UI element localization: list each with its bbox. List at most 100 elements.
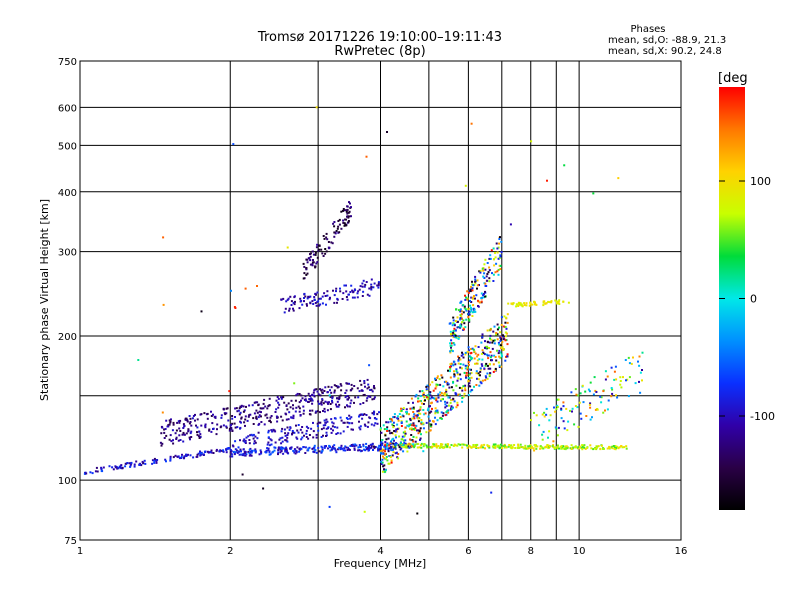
data-point xyxy=(301,303,304,306)
data-point xyxy=(351,445,354,447)
data-point xyxy=(343,421,346,424)
data-point xyxy=(557,301,560,304)
data-point xyxy=(413,417,416,420)
data-point xyxy=(588,390,591,393)
data-point xyxy=(585,415,588,417)
data-point xyxy=(305,273,308,276)
data-point xyxy=(386,426,389,429)
data-point xyxy=(286,451,289,454)
data-point xyxy=(325,431,328,434)
data-point xyxy=(499,254,502,257)
data-point xyxy=(384,443,387,446)
data-point xyxy=(117,467,120,470)
data-point xyxy=(367,421,370,424)
data-point xyxy=(316,422,319,425)
data-point xyxy=(262,487,265,490)
data-point xyxy=(327,427,329,430)
data-point xyxy=(358,420,360,423)
data-point xyxy=(300,447,303,450)
data-point xyxy=(298,401,301,404)
data-point xyxy=(182,423,185,426)
data-point xyxy=(283,311,286,314)
data-point xyxy=(300,438,303,441)
data-point xyxy=(495,333,498,336)
data-point xyxy=(479,271,482,274)
data-point xyxy=(461,400,464,403)
data-point xyxy=(472,284,475,287)
data-point xyxy=(251,404,254,407)
data-point xyxy=(365,399,368,402)
data-point xyxy=(491,272,493,275)
data-point xyxy=(312,261,315,264)
data-point xyxy=(481,379,484,382)
data-point xyxy=(429,425,432,428)
data-point xyxy=(418,390,421,393)
data-point xyxy=(424,412,427,415)
data-point xyxy=(185,453,188,456)
data-point xyxy=(419,406,422,409)
data-point xyxy=(467,313,470,315)
data-point xyxy=(553,406,555,409)
data-point xyxy=(468,382,471,385)
data-point xyxy=(183,433,186,436)
data-point xyxy=(614,447,617,449)
data-point xyxy=(467,393,470,396)
data-point xyxy=(379,428,382,431)
data-point xyxy=(489,334,492,337)
data-point xyxy=(416,446,419,449)
data-point xyxy=(613,370,616,373)
data-point xyxy=(83,472,86,475)
data-point xyxy=(286,440,289,443)
data-point xyxy=(487,271,490,274)
data-point xyxy=(353,296,356,299)
data-point xyxy=(186,419,189,422)
data-point xyxy=(454,363,457,366)
data-point xyxy=(142,462,145,465)
data-point xyxy=(621,446,624,449)
data-point xyxy=(244,424,246,427)
data-point xyxy=(523,447,526,450)
data-point xyxy=(204,450,207,453)
data-point xyxy=(266,447,269,450)
data-point xyxy=(481,296,483,299)
data-point xyxy=(607,399,610,402)
data-point xyxy=(354,289,357,292)
data-point xyxy=(151,462,154,465)
data-point xyxy=(307,437,310,440)
data-point xyxy=(500,324,503,326)
data-point xyxy=(428,411,431,414)
data-point xyxy=(458,393,461,396)
data-point xyxy=(474,282,477,285)
data-point xyxy=(298,393,301,395)
data-point xyxy=(294,449,297,452)
data-point xyxy=(599,448,602,451)
data-point xyxy=(412,445,415,448)
data-point xyxy=(546,444,549,447)
data-point xyxy=(428,392,431,395)
data-point xyxy=(316,390,319,393)
data-point xyxy=(164,458,167,461)
data-point xyxy=(573,423,576,426)
data-point xyxy=(353,448,356,451)
data-point xyxy=(312,436,315,439)
data-point xyxy=(490,491,493,494)
data-point xyxy=(260,451,263,454)
data-point xyxy=(304,395,307,398)
data-point xyxy=(366,425,369,428)
data-point xyxy=(326,294,329,297)
data-point xyxy=(334,417,337,420)
data-point xyxy=(400,438,403,441)
data-point xyxy=(479,446,482,449)
data-point xyxy=(458,335,461,338)
data-point xyxy=(294,399,297,402)
data-point xyxy=(249,413,252,416)
data-point xyxy=(239,411,242,414)
data-point xyxy=(239,420,242,423)
data-point xyxy=(556,445,559,448)
data-point xyxy=(464,294,466,297)
data-point xyxy=(338,223,341,226)
data-point xyxy=(430,402,433,405)
data-point xyxy=(402,450,405,453)
data-point xyxy=(343,447,346,450)
data-point xyxy=(469,445,472,448)
